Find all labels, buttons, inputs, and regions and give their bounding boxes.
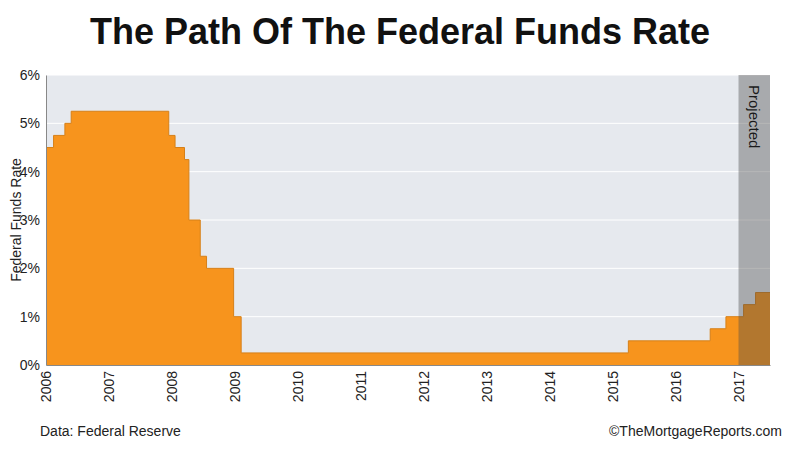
tick-label: 2010 <box>290 371 306 402</box>
plot-background <box>46 75 770 365</box>
tick: 2012 <box>416 365 432 402</box>
tick-label: 2009 <box>227 371 243 402</box>
tick-label: 2013 <box>479 371 495 402</box>
tick-label: 2008 <box>164 371 180 402</box>
annotation: Projected <box>746 85 763 148</box>
chart: The Path Of The Federal Funds Rate Projec… <box>0 0 800 450</box>
tick: 0% <box>20 357 46 373</box>
title: The Path Of The Federal Funds Rate <box>90 11 710 52</box>
tick: 2013 <box>479 365 495 402</box>
tick: 5% <box>20 115 46 131</box>
projected-band <box>739 75 770 365</box>
tick: 2011 <box>353 365 369 401</box>
tick-label: 5% <box>20 115 40 131</box>
tick: 2008 <box>164 365 180 402</box>
tick-label: 0% <box>20 357 40 373</box>
axis-title: Federal Funds Rate <box>8 158 24 282</box>
tick: 2009 <box>227 365 243 402</box>
plot: Projected0%1%2%3%4%5%6%20062007200820092… <box>20 67 771 402</box>
line <box>46 111 770 353</box>
tick: 2014 <box>542 365 558 402</box>
credit: ©TheMortgageReports.com <box>609 423 782 439</box>
tick-label: 2012 <box>416 371 432 402</box>
tick-label: 1% <box>20 309 40 325</box>
tick: 2016 <box>668 365 684 402</box>
tick: 2010 <box>290 365 306 402</box>
tick-label: 2011 <box>353 371 369 401</box>
tick-label: 2006 <box>38 371 54 402</box>
tick-label: 2007 <box>101 371 117 402</box>
tick-label: 2015 <box>605 371 621 402</box>
source: Data: Federal Reserve <box>40 423 181 439</box>
tick: 6% <box>20 67 46 83</box>
marks <box>46 75 770 365</box>
grid-line <box>46 75 770 76</box>
axis-line <box>46 76 47 366</box>
tick-label: 2016 <box>668 371 684 402</box>
area <box>46 111 770 365</box>
tick: 2007 <box>101 365 117 402</box>
tick: 2015 <box>605 365 621 402</box>
tick-label: 6% <box>20 67 40 83</box>
tick-label: 2017 <box>731 371 747 402</box>
tick-label: 2014 <box>542 371 558 402</box>
tick: 1% <box>20 309 46 325</box>
axis-line <box>47 365 771 366</box>
grid <box>46 75 770 365</box>
x-axis: 2006 2007 2008 2009 2010 2011 2012 2013 2014 2015… <box>38 365 770 402</box>
tick: 2006 <box>38 365 54 402</box>
tick: 2017 <box>731 365 747 402</box>
